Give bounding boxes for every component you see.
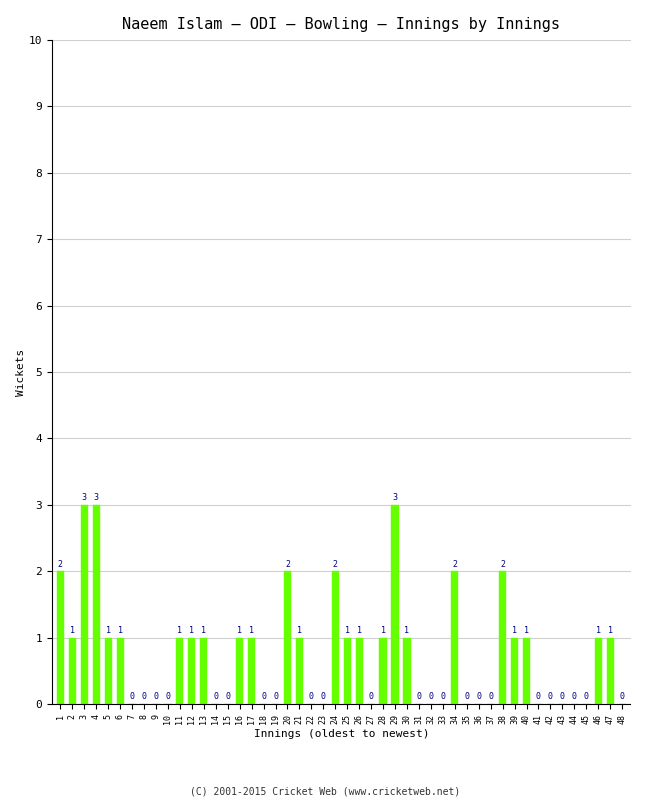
Text: 1: 1 xyxy=(524,626,529,635)
Text: 3: 3 xyxy=(82,493,86,502)
Text: 3: 3 xyxy=(94,493,99,502)
Text: 1: 1 xyxy=(608,626,613,635)
Text: 0: 0 xyxy=(261,692,266,702)
Text: 0: 0 xyxy=(488,692,493,702)
Text: 0: 0 xyxy=(153,692,159,702)
Text: 1: 1 xyxy=(357,626,361,635)
Text: 2: 2 xyxy=(285,559,290,569)
Text: 0: 0 xyxy=(464,692,469,702)
Text: 1: 1 xyxy=(297,626,302,635)
Text: 0: 0 xyxy=(166,692,170,702)
Bar xyxy=(176,638,183,704)
Bar xyxy=(344,638,351,704)
Bar xyxy=(511,638,518,704)
X-axis label: Innings (oldest to newest): Innings (oldest to newest) xyxy=(254,730,429,739)
Bar xyxy=(81,505,88,704)
Bar xyxy=(356,638,363,704)
Text: 1: 1 xyxy=(106,626,110,635)
Text: 2: 2 xyxy=(58,559,63,569)
Text: 0: 0 xyxy=(619,692,625,702)
Text: 1: 1 xyxy=(118,626,123,635)
Bar xyxy=(116,638,124,704)
Bar xyxy=(332,571,339,704)
Text: (C) 2001-2015 Cricket Web (www.cricketweb.net): (C) 2001-2015 Cricket Web (www.cricketwe… xyxy=(190,786,460,796)
Text: 0: 0 xyxy=(273,692,278,702)
Text: 1: 1 xyxy=(596,626,601,635)
Bar xyxy=(391,505,398,704)
Text: 0: 0 xyxy=(417,692,421,702)
Text: 1: 1 xyxy=(404,626,410,635)
Y-axis label: Wickets: Wickets xyxy=(16,348,26,396)
Bar xyxy=(57,571,64,704)
Text: 0: 0 xyxy=(584,692,589,702)
Text: 0: 0 xyxy=(321,692,326,702)
Text: 2: 2 xyxy=(452,559,458,569)
Text: 0: 0 xyxy=(309,692,314,702)
Bar xyxy=(595,638,602,704)
Text: 0: 0 xyxy=(225,692,230,702)
Text: 0: 0 xyxy=(428,692,434,702)
Bar xyxy=(451,571,458,704)
Text: 2: 2 xyxy=(333,559,338,569)
Text: 1: 1 xyxy=(177,626,183,635)
Text: 0: 0 xyxy=(369,692,374,702)
Text: 2: 2 xyxy=(500,559,505,569)
Text: 0: 0 xyxy=(536,692,541,702)
Text: 0: 0 xyxy=(560,692,565,702)
Bar xyxy=(380,638,387,704)
Bar xyxy=(105,638,112,704)
Text: 0: 0 xyxy=(213,692,218,702)
Text: 1: 1 xyxy=(381,626,385,635)
Title: Naeem Islam – ODI – Bowling – Innings by Innings: Naeem Islam – ODI – Bowling – Innings by… xyxy=(122,17,560,32)
Bar xyxy=(188,638,196,704)
Bar xyxy=(248,638,255,704)
Bar xyxy=(499,571,506,704)
Bar xyxy=(404,638,411,704)
Text: 3: 3 xyxy=(393,493,398,502)
Bar xyxy=(523,638,530,704)
Bar xyxy=(606,638,614,704)
Bar xyxy=(236,638,243,704)
Text: 1: 1 xyxy=(237,626,242,635)
Text: 1: 1 xyxy=(512,626,517,635)
Text: 1: 1 xyxy=(202,626,206,635)
Bar xyxy=(284,571,291,704)
Text: 0: 0 xyxy=(548,692,553,702)
Text: 1: 1 xyxy=(189,626,194,635)
Text: 1: 1 xyxy=(344,626,350,635)
Text: 0: 0 xyxy=(476,692,481,702)
Text: 0: 0 xyxy=(440,692,445,702)
Bar xyxy=(296,638,303,704)
Bar xyxy=(69,638,76,704)
Text: 1: 1 xyxy=(249,626,254,635)
Text: 0: 0 xyxy=(142,692,146,702)
Text: 0: 0 xyxy=(129,692,135,702)
Bar xyxy=(200,638,207,704)
Bar xyxy=(93,505,100,704)
Text: 0: 0 xyxy=(572,692,577,702)
Text: 1: 1 xyxy=(70,626,75,635)
